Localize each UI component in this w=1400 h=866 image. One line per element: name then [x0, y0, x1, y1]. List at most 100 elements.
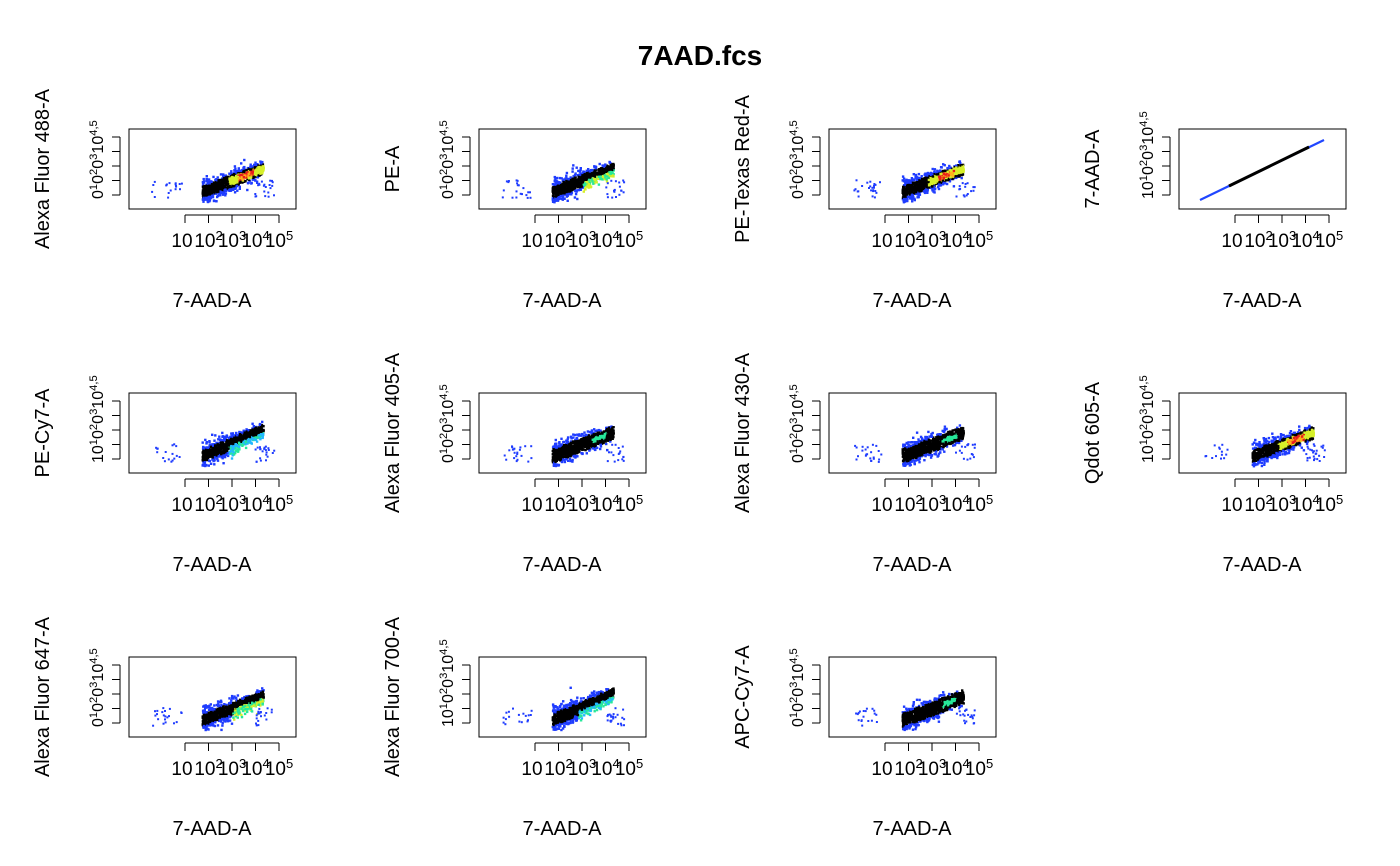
svg-text:1010203104,5: 1010203104,5 [88, 375, 107, 463]
y-axis-label: PE-Texas Red-A [732, 94, 754, 242]
y-axis-label: Alexa Fluor 700-A [382, 616, 404, 777]
y-axis-label: PE-Cy7-A [32, 388, 54, 478]
x-tick-label: 10 [521, 495, 542, 516]
x-axis-label: 7-AAD-A [523, 290, 603, 312]
scatter-points [502, 686, 626, 732]
x-tick-label: 10 [171, 759, 192, 780]
y-axis-label: PE-A [382, 145, 404, 192]
x-tick-label: 105 [615, 756, 643, 781]
plot-frame [478, 392, 647, 474]
x-tick-label: 104 [941, 492, 969, 517]
x-tick-label: 104 [591, 756, 619, 781]
x-axis-label: 7-AAD-A [1223, 290, 1303, 312]
y-axis: 010203104,5 [788, 120, 821, 199]
x-tick-label: 102 [894, 492, 922, 517]
x-tick-label: 102 [544, 492, 572, 517]
x-tick-label: 104 [241, 228, 269, 253]
x-tick-label: 104 [1291, 492, 1319, 517]
x-tick-label: 10 [171, 495, 192, 516]
x-tick-label: 10 [871, 759, 892, 780]
x-tick-label: 105 [965, 228, 993, 253]
x-tick-label: 10 [521, 759, 542, 780]
x-tick-label: 105 [265, 756, 293, 781]
x-tick-label: 104 [241, 756, 269, 781]
y-axis: 010203104,5 [88, 120, 121, 199]
y-axis: 010203104,5 [438, 384, 471, 463]
y-axis-label: Alexa Fluor 488-A [32, 88, 54, 249]
x-tick-label: 10 [871, 495, 892, 516]
x-tick-label: 102 [894, 756, 922, 781]
y-axis-label: Alexa Fluor 430-A [732, 352, 754, 513]
x-axis-label: 7-AAD-A [523, 554, 603, 576]
x-tick-label: 105 [1315, 492, 1343, 517]
diagonal-line-core [1228, 145, 1310, 188]
svg-text:010203104,5: 010203104,5 [88, 120, 107, 199]
y-axis: 1010203104,5 [1138, 375, 1171, 463]
scatter-points [151, 158, 275, 204]
x-tick-label: 102 [544, 756, 572, 781]
x-tick-label: 104 [241, 492, 269, 517]
y-axis-label: Alexa Fluor 405-A [382, 352, 404, 513]
x-tick-label: 102 [1244, 492, 1272, 517]
y-axis: 010203104,5 [788, 648, 821, 727]
plot-frame [1178, 392, 1347, 474]
x-tick-label: 103 [918, 228, 946, 253]
x-tick-label: 105 [965, 756, 993, 781]
x-tick-label: 103 [918, 756, 946, 781]
scatter-points [155, 420, 276, 468]
scatter-points [503, 425, 625, 468]
plot-frame [478, 656, 647, 738]
x-tick-label: 105 [965, 492, 993, 517]
plot-frame [828, 392, 997, 474]
x-tick-label: 104 [591, 228, 619, 253]
x-tick-label: 10 [1221, 231, 1242, 252]
plot-frame [128, 656, 297, 738]
y-axis: 010203104,5 [88, 648, 121, 727]
x-tick-label: 10 [1221, 495, 1242, 516]
x-tick-label: 103 [568, 492, 596, 517]
y-axis: 1010203104,5 [438, 639, 471, 727]
x-tick-label: 10 [871, 231, 892, 252]
x-axis-label: 7-AAD-A [1223, 554, 1303, 576]
x-tick-label: 103 [568, 228, 596, 253]
x-tick-label: 102 [894, 228, 922, 253]
x-tick-label: 104 [941, 756, 969, 781]
x-tick-label: 103 [218, 228, 246, 253]
x-tick-label: 104 [591, 492, 619, 517]
y-axis-label: 7-AAD-A [1082, 129, 1104, 209]
x-axis-label: 7-AAD-A [873, 818, 953, 840]
x-axis-label: 7-AAD-A [173, 818, 253, 840]
x-tick-label: 10 [171, 231, 192, 252]
plot-frame [128, 128, 297, 210]
plot-frame [478, 128, 647, 210]
y-axis-label: APC-Cy7-A [732, 645, 754, 749]
x-axis-label: 7-AAD-A [873, 554, 953, 576]
x-tick-label: 105 [265, 228, 293, 253]
chart-title: 7AAD.fcs [637, 40, 763, 71]
x-tick-label: 104 [1291, 228, 1319, 253]
y-axis: 010203104,5 [788, 384, 821, 463]
scatter-points [152, 687, 273, 732]
scatter-points [854, 424, 976, 467]
x-axis-label: 7-AAD-A [173, 554, 253, 576]
svg-text:010203104,5: 010203104,5 [788, 120, 807, 199]
x-tick-label: 102 [194, 756, 222, 781]
x-axis-label: 7-AAD-A [873, 290, 953, 312]
y-axis: 1010203104,5 [88, 375, 121, 463]
plot-frame [828, 656, 997, 738]
scatter-points [855, 689, 976, 732]
